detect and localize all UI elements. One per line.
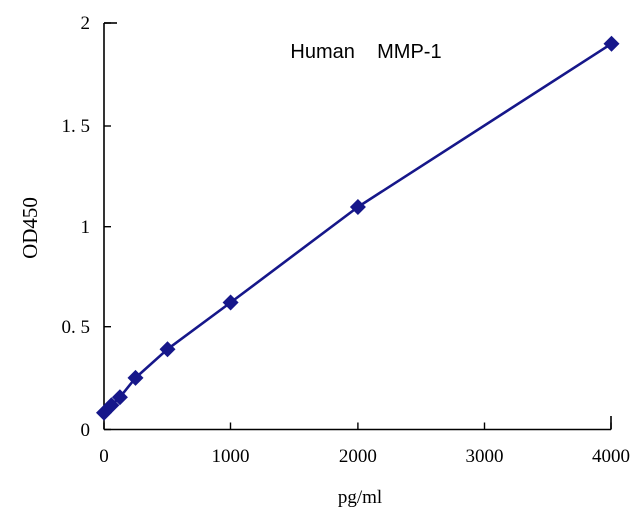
svg-text:pg/ml: pg/ml <box>338 487 382 508</box>
svg-text:1: 1 <box>81 217 91 238</box>
svg-text:2: 2 <box>81 13 91 34</box>
svg-text:4000: 4000 <box>592 446 630 467</box>
svg-text:0: 0 <box>99 446 109 467</box>
svg-text:0: 0 <box>81 420 91 441</box>
svg-text:0. 5: 0. 5 <box>62 317 91 338</box>
svg-text:1. 5: 1. 5 <box>62 116 91 137</box>
svg-text:Human MMP-1: Human MMP-1 <box>290 41 441 63</box>
svg-text:1000: 1000 <box>212 446 250 467</box>
svg-text:3000: 3000 <box>466 446 504 467</box>
svg-text:2000: 2000 <box>339 446 377 467</box>
svg-text:OD450: OD450 <box>18 197 42 259</box>
